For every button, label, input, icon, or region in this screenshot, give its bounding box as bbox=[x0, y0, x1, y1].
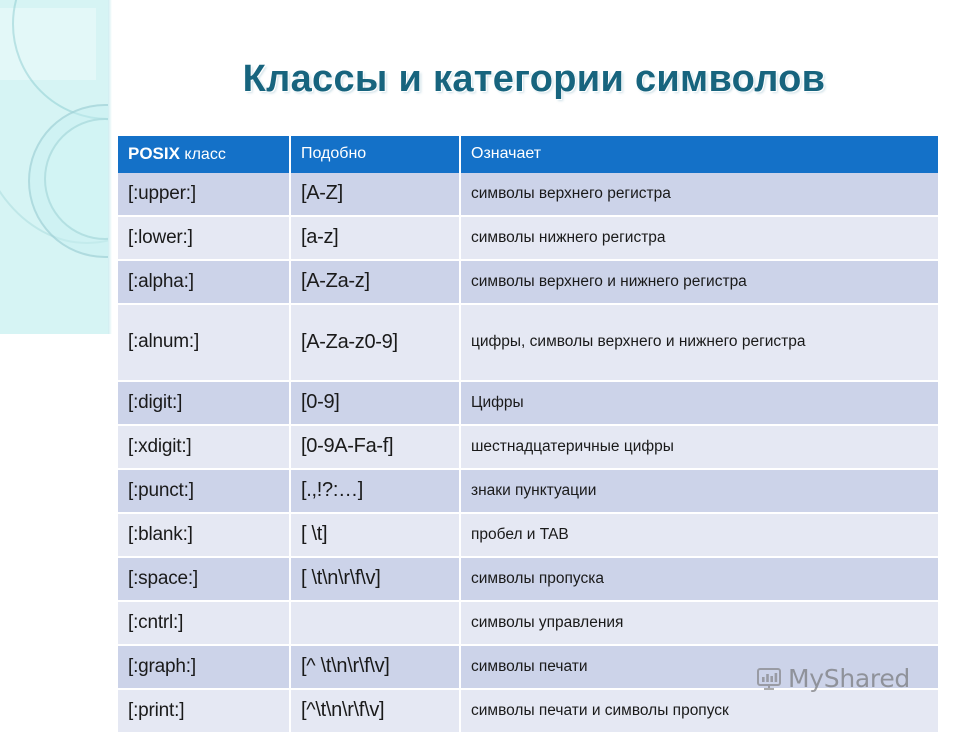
cell-meaning: символы нижнего регистра bbox=[460, 216, 938, 261]
cell-posix-class: [:blank:] bbox=[118, 513, 291, 558]
posix-table-wrapper: POSIX класс Подобно Означает [:upper:] [A… bbox=[118, 136, 938, 734]
watermark: MyShared bbox=[756, 664, 910, 693]
table-row: [:print:] [^\t\n\r\f\v] символы печати и с… bbox=[118, 689, 938, 734]
table-row: [:digit:] [0-9] Цифры bbox=[118, 381, 938, 426]
table-row: [:alnum:] [A-Za-z0-9] цифры, символы верхн… bbox=[118, 304, 938, 382]
cell-meaning: символы пропуска bbox=[460, 557, 938, 602]
posix-label: POSIX bbox=[128, 144, 180, 163]
cell-like-pattern bbox=[290, 601, 461, 646]
cell-like-pattern: [A-Za-z] bbox=[290, 260, 461, 305]
table-row: [:cntrl:] символы управления bbox=[118, 601, 938, 646]
decorative-left-band bbox=[0, 0, 108, 334]
posix-class-table: POSIX класс Подобно Означает [:upper:] [A… bbox=[118, 136, 938, 734]
cell-posix-class: [:alpha:] bbox=[118, 260, 291, 305]
cell-posix-class: [:lower:] bbox=[118, 216, 291, 261]
cell-like-pattern: [^\t\n\r\f\v] bbox=[290, 689, 461, 734]
table-header-row: POSIX класс Подобно Означает bbox=[118, 136, 938, 173]
presentation-chart-icon bbox=[756, 667, 782, 691]
cell-meaning: символы верхнего регистра bbox=[460, 173, 938, 217]
table-row: [:punct:] [.,!?:…] знаки пунктуации bbox=[118, 469, 938, 514]
page-title: Классы и категории символов bbox=[242, 58, 826, 100]
table-row: [:alpha:] [A-Za-z] символы верхнего и нижн… bbox=[118, 260, 938, 305]
table-body: [:upper:] [A-Z] символы верхнего регистра[… bbox=[118, 173, 938, 734]
table-row: [:upper:] [A-Z] символы верхнего регистра bbox=[118, 173, 938, 217]
cell-posix-class: [:graph:] bbox=[118, 645, 291, 690]
decorative-band-edge bbox=[108, 0, 112, 334]
cell-like-pattern: [A-Z] bbox=[290, 173, 461, 217]
cell-like-pattern: [.,!?:…] bbox=[290, 469, 461, 514]
cell-posix-class: [:digit:] bbox=[118, 381, 291, 426]
cell-posix-class: [:upper:] bbox=[118, 173, 291, 217]
column-header-like: Подобно bbox=[290, 136, 461, 173]
cell-posix-class: [:print:] bbox=[118, 689, 291, 734]
cell-like-pattern: [a-z] bbox=[290, 216, 461, 261]
table-row: [:xdigit:] [0-9A-Fa-f] шестнадцатеричные ц… bbox=[118, 425, 938, 470]
cell-posix-class: [:alnum:] bbox=[118, 304, 291, 382]
column-header-posix-class: POSIX класс bbox=[118, 136, 291, 173]
cell-posix-class: [:cntrl:] bbox=[118, 601, 291, 646]
cell-meaning: символы верхнего и нижнего регистра bbox=[460, 260, 938, 305]
cell-like-pattern: [ \t] bbox=[290, 513, 461, 558]
table-row: [:space:][ \t\n\r\f\v] символы пропуска bbox=[118, 557, 938, 602]
cell-meaning: Цифры bbox=[460, 381, 938, 426]
table-header: POSIX класс Подобно Означает bbox=[118, 136, 938, 173]
cell-posix-class: [:space:] bbox=[118, 557, 291, 602]
cell-posix-class: [:punct:] bbox=[118, 469, 291, 514]
cell-meaning: цифры, символы верхнего и нижнего регист… bbox=[460, 304, 938, 382]
cell-meaning: знаки пунктуации bbox=[460, 469, 938, 514]
cell-like-pattern: [^ \t\n\r\f\v] bbox=[290, 645, 461, 690]
cell-like-pattern: [0-9] bbox=[290, 381, 461, 426]
table-row: [:lower:] [a-z] символы нижнего регистра bbox=[118, 216, 938, 261]
column-header-means: Означает bbox=[460, 136, 938, 173]
cell-like-pattern: [0-9A-Fa-f] bbox=[290, 425, 461, 470]
cell-meaning: шестнадцатеричные цифры bbox=[460, 425, 938, 470]
cell-like-pattern: [A-Za-z0-9] bbox=[290, 304, 461, 382]
cell-like-pattern: [ \t\n\r\f\v] bbox=[290, 557, 461, 602]
cell-meaning: символы печати и символы пропуск bbox=[460, 689, 938, 734]
class-label: класс bbox=[179, 146, 226, 163]
table-row: [:blank:][ \t] пробел и TAB bbox=[118, 513, 938, 558]
watermark-text: MyShared bbox=[788, 664, 910, 693]
cell-meaning: символы управления bbox=[460, 601, 938, 646]
table-row: [:graph:] [^ \t\n\r\f\v] символы печати bbox=[118, 645, 938, 690]
cell-meaning: пробел и TAB bbox=[460, 513, 938, 558]
cell-meaning: символы печати bbox=[460, 645, 938, 690]
cell-posix-class: [:xdigit:] bbox=[118, 425, 291, 470]
